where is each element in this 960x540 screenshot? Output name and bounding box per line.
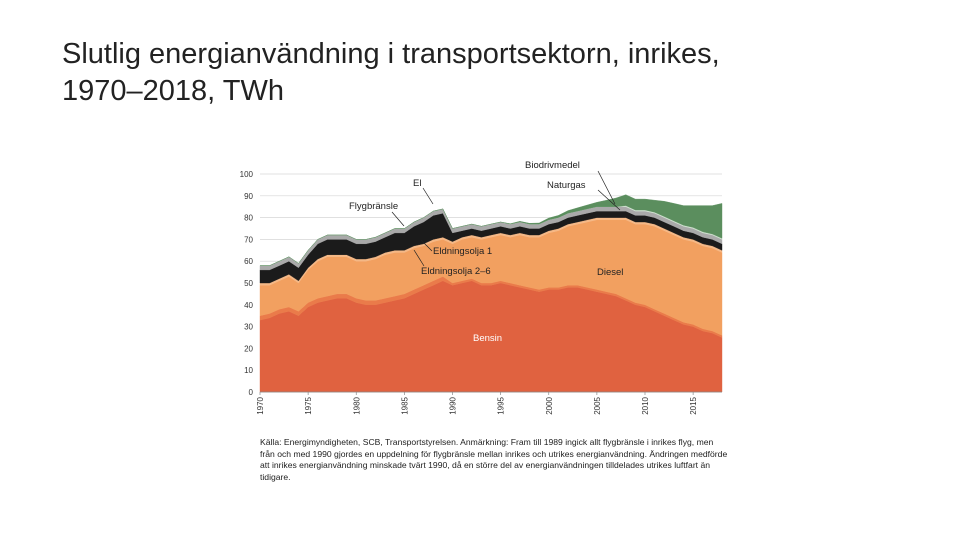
y-axis-ticks: 0 10 20 30 40 50 60 70 80 90 100	[240, 170, 254, 397]
area-layer	[259, 194, 723, 393]
annotation-eldningsolja-1: Eldningsolja 1	[433, 246, 492, 257]
x-tick-label: 2005	[593, 396, 602, 414]
y-tick-label: 0	[249, 388, 254, 397]
series-annotations: Biodrivmedel El Naturgas Flygbränsle Eld…	[349, 160, 623, 344]
y-tick-label: 20	[244, 344, 253, 353]
annotation-eldningsolja-2-6: Eldningsolja 2–6	[421, 266, 491, 277]
y-tick-label: 40	[244, 301, 253, 310]
x-tick-label: 1985	[400, 396, 409, 414]
annotation-diesel: Diesel	[597, 267, 623, 278]
annotation-bensin: Bensin	[473, 333, 502, 344]
y-tick-label: 90	[244, 192, 253, 201]
y-tick-label: 30	[244, 323, 253, 332]
annotation-biodrivmedel: Biodrivmedel	[525, 160, 580, 171]
source-note: Källa: Energimyndigheten, SCB, Transport…	[260, 437, 728, 482]
annotation-flygbransle: Flygbränsle	[349, 201, 398, 212]
x-tick-label: 1980	[352, 396, 361, 414]
y-tick-label: 80	[244, 214, 253, 223]
y-tick-label: 60	[244, 257, 253, 266]
annotation-el: El	[413, 178, 421, 189]
x-tick-label: 1970	[256, 396, 265, 414]
annotation-naturgas: Naturgas	[547, 180, 586, 191]
x-tick-label: 1990	[449, 396, 458, 414]
leader-flygbransle	[391, 211, 405, 227]
y-tick-label: 50	[244, 279, 253, 288]
leader-biodrivmedel	[597, 170, 616, 205]
x-tick-label: 2010	[641, 396, 650, 414]
x-tick-label: 2015	[689, 396, 698, 414]
y-tick-label: 100	[240, 170, 254, 179]
x-tick-label: 2000	[545, 396, 554, 414]
leader-eldningsolja-1	[420, 239, 433, 252]
leader-el	[422, 187, 434, 205]
slide-title-line-2: 1970–2018, TWh	[62, 75, 284, 107]
slide-title-line-1: Slutlig energianvändning i transportsekt…	[62, 38, 720, 70]
leader-eldningsolja-2-6	[413, 249, 425, 267]
area-biodrivmedel	[260, 194, 723, 266]
slide-title: Slutlig energianvändning i transportsekt…	[62, 36, 922, 110]
leader-naturgas	[597, 189, 621, 211]
x-tick-label: 1975	[304, 396, 313, 414]
y-tick-label: 70	[244, 235, 253, 244]
x-tick-label: 1995	[497, 396, 506, 414]
y-tick-label: 10	[244, 366, 253, 375]
x-axis-ticks: 1970 1975 1980 1985 1990 1995 2000 2005 2010 2015	[256, 392, 698, 415]
